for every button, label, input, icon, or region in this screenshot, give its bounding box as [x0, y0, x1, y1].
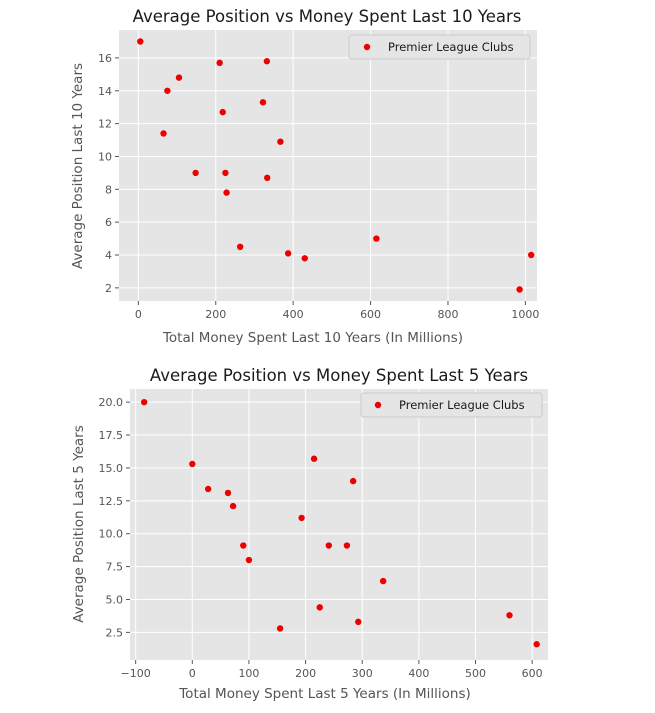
data-point: [216, 59, 223, 67]
data-point: [229, 502, 237, 510]
y-tick-label: 12.5: [99, 495, 124, 508]
legend-box-5y: [360, 392, 543, 418]
data-point: [298, 514, 305, 522]
x-tick-labels-5y: −100 0 100 200 300 400 500 600: [121, 660, 543, 680]
data-point: [175, 74, 183, 81]
data-point: [533, 641, 540, 648]
y-tick-label: 5.0: [106, 593, 124, 606]
data-point: [373, 235, 380, 242]
y-tick-labels-10y: 2 4 6 8 10 12 14 16: [98, 52, 119, 295]
y-tick-label: 20.0: [99, 396, 124, 409]
y-tick-label: 10.0: [99, 528, 124, 541]
y-axis-label-10y: Average Position Last 10 Years: [70, 63, 86, 269]
data-point: [379, 577, 387, 585]
data-point: [192, 169, 199, 177]
data-point: [516, 286, 523, 293]
x-axis-label-10y: Total Money Spent Last 10 Years (In Mill…: [162, 330, 463, 346]
data-point: [219, 108, 226, 116]
y-tick-label: 12: [98, 118, 112, 131]
data-point: [349, 477, 357, 485]
data-point: [140, 398, 148, 406]
data-point: [277, 138, 284, 145]
data-point: [240, 542, 247, 549]
data-point: [264, 174, 271, 182]
x-tick-label: 0: [135, 308, 142, 321]
data-point: [325, 542, 333, 549]
data-point: [276, 625, 284, 632]
x-tick-label: 600: [522, 667, 543, 680]
y-axis-label-5y: Average Position Last 5 Years: [71, 425, 87, 623]
data-point: [223, 189, 230, 196]
y-tick-label: 16: [98, 52, 112, 65]
x-tick-label: 0: [189, 667, 196, 680]
chart-5-years: −100 0 100 200 300 400 500 600 2.5 5.0 7.5 10.0 12.…: [71, 366, 548, 702]
legend-5y: Premier League Clubs: [360, 392, 543, 418]
y-tick-label: 2.5: [106, 626, 124, 639]
data-point: [259, 99, 267, 106]
x-tick-label: 400: [283, 308, 304, 321]
y-tick-label: 4: [105, 249, 112, 262]
data-point: [164, 87, 171, 94]
y-tick-label: 8: [105, 183, 112, 196]
x-tick-label: 1000: [511, 308, 539, 321]
y-tick-label: 17.5: [99, 429, 124, 442]
data-point: [160, 130, 167, 137]
chart-10-years: 0 200 400 600 800 1000 2 4 6 8 10 12 14 16 Average P…: [70, 7, 539, 346]
plot-area-5y: [130, 389, 548, 660]
x-tick-label: 200: [295, 667, 316, 680]
data-point: [263, 58, 271, 65]
data-point: [204, 485, 212, 493]
x-tick-label: −100: [121, 667, 151, 680]
data-point: [310, 455, 318, 462]
data-point: [137, 38, 144, 45]
x-tick-labels-10y: 0 200 400 600 800 1000: [135, 301, 539, 321]
y-tick-label: 7.5: [106, 561, 124, 574]
y-tick-label: 2: [105, 282, 112, 295]
x-tick-label: 200: [205, 308, 226, 321]
legend-label-10y: Premier League Clubs: [388, 40, 514, 54]
x-tick-label: 800: [437, 308, 458, 321]
data-point: [236, 243, 244, 250]
data-point: [506, 612, 513, 619]
legend-marker-10y: [363, 43, 371, 51]
data-point: [316, 604, 323, 611]
legend-marker-5y: [374, 401, 382, 409]
data-point: [189, 460, 196, 468]
y-tick-labels-5y: 2.5 5.0 7.5 10.0 12.5 15.0 17.5 20.0: [99, 396, 130, 639]
y-tick-label: 15.0: [99, 462, 124, 475]
x-tick-label: 600: [360, 308, 381, 321]
data-point: [224, 489, 232, 497]
x-tick-label: 100: [238, 667, 259, 680]
legend-10y: Premier League Clubs: [348, 34, 531, 60]
data-point: [284, 250, 292, 257]
y-tick-label: 14: [98, 85, 112, 98]
x-axis-label-5y: Total Money Spent Last 5 Years (In Milli…: [178, 686, 471, 702]
data-point: [343, 542, 351, 549]
x-tick-label: 300: [352, 667, 373, 680]
data-point: [222, 169, 229, 177]
chart-title-5y: Average Position vs Money Spent Last 5 Y…: [150, 366, 528, 385]
scatter-points-5y: [140, 398, 540, 648]
scatter-points-10y: [137, 38, 535, 293]
chart-title-10y: Average Position vs Money Spent Last 10 …: [133, 7, 522, 26]
plot-area-10y: [119, 30, 537, 301]
legend-label-5y: Premier League Clubs: [399, 398, 525, 412]
data-point: [355, 618, 362, 626]
x-tick-label: 500: [465, 667, 486, 680]
x-tick-label: 400: [408, 667, 429, 680]
legend-box-10y: [348, 34, 531, 60]
data-point: [245, 556, 253, 564]
y-tick-label: 10: [98, 150, 112, 163]
y-tick-label: 6: [105, 216, 112, 229]
gridlines-5y: [130, 389, 548, 660]
data-point: [301, 255, 308, 262]
data-point: [527, 251, 535, 259]
